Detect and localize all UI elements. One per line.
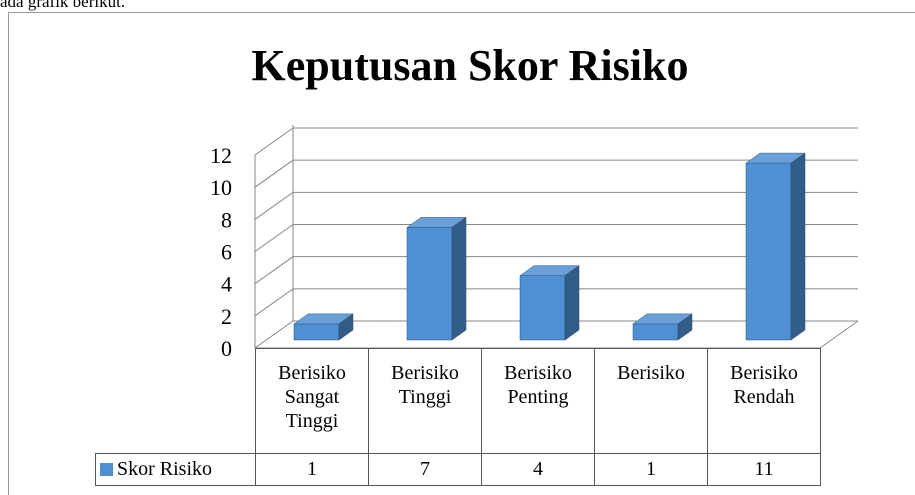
- grid-line: [254, 224, 858, 252]
- bar-side: [338, 313, 354, 341]
- y-tick-label: 10: [210, 175, 232, 200]
- caption: ada grafik berikut.: [0, 0, 126, 11]
- grid-line: [254, 159, 858, 188]
- grid-line: [254, 288, 858, 317]
- value-cell: 11: [707, 453, 821, 486]
- y-tick-label: 0: [221, 336, 232, 361]
- grid-line: [254, 127, 858, 156]
- bar: [745, 162, 792, 341]
- bar-side: [677, 313, 693, 341]
- y-tick-label: 8: [221, 207, 232, 232]
- legend-swatch: [100, 463, 113, 476]
- grid-line: [254, 191, 858, 220]
- bar: [293, 323, 340, 341]
- bar: [632, 323, 679, 341]
- value-cell: 1: [594, 453, 708, 486]
- value-cell: 7: [368, 453, 482, 486]
- y-tick-label: 4: [221, 272, 232, 297]
- value-cell: 1: [255, 453, 369, 486]
- bar: [406, 227, 453, 341]
- y-tick-label: 2: [221, 304, 232, 329]
- category-cell: Berisiko: [594, 348, 708, 454]
- category-cell: Berisiko Penting: [481, 348, 595, 454]
- grid-line: [254, 256, 858, 285]
- y-tick-label: 12: [210, 143, 232, 168]
- y-tick-label: 6: [221, 240, 232, 265]
- legend-label: Skor Risiko: [117, 458, 213, 480]
- category-cell: Berisiko Tinggi: [368, 348, 482, 454]
- bar-side: [451, 216, 467, 341]
- category-cell: Berisiko Sangat Tinggi: [255, 348, 369, 454]
- chart-title: Keputusan Skor Risiko: [252, 41, 689, 90]
- bar: [519, 275, 566, 341]
- legend-cell: Skor Risiko: [95, 453, 256, 486]
- bar-side: [564, 265, 580, 341]
- category-cell: Berisiko Rendah: [707, 348, 821, 454]
- bar-side: [790, 152, 806, 341]
- value-cell: 4: [481, 453, 595, 486]
